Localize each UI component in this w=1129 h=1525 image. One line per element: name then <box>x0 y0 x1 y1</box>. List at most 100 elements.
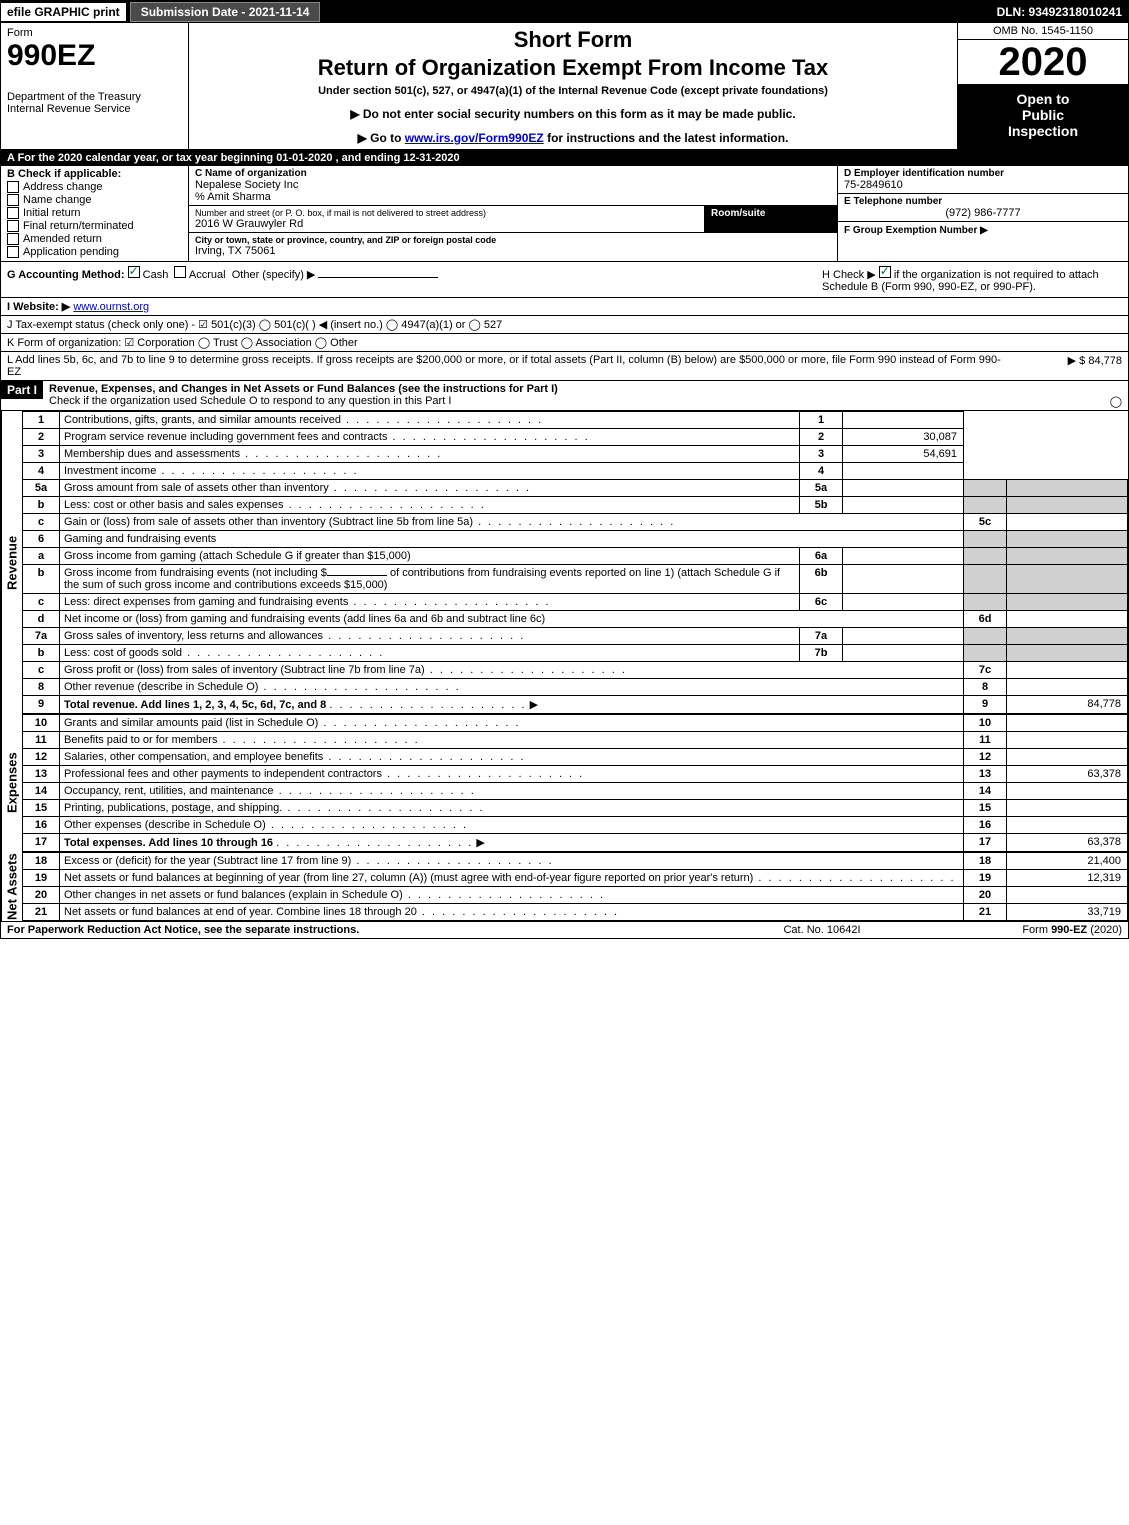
chk-address-change[interactable]: Address change <box>7 181 182 193</box>
subtitle: Under section 501(c), 527, or 4947(a)(1)… <box>197 85 949 97</box>
dept-treasury: Department of the Treasury <box>7 91 182 103</box>
line-rtnum: 13 <box>964 766 1007 783</box>
line-val <box>1007 817 1128 834</box>
checkbox-icon <box>7 220 19 232</box>
part-i-check-text: Check if the organization used Schedule … <box>49 395 451 407</box>
line-rtnum: 1 <box>800 412 843 429</box>
line-rtnum: 10 <box>964 715 1007 732</box>
chk-name-change[interactable]: Name change <box>7 194 182 206</box>
line-desc: Program service revenue including govern… <box>60 429 800 446</box>
section-b-title: B Check if applicable: <box>7 168 182 180</box>
line-num: 3 <box>23 446 60 463</box>
other-specify-input[interactable] <box>318 277 438 278</box>
line-val <box>1007 715 1128 732</box>
chk-initial-return[interactable]: Initial return <box>7 207 182 219</box>
table-row: 19Net assets or fund balances at beginni… <box>23 870 1128 887</box>
accrual-label: Accrual <box>189 269 226 281</box>
line-desc: Gross sales of inventory, less returns a… <box>60 628 800 645</box>
sub-val <box>843 645 964 662</box>
line-val: 30,087 <box>843 429 964 446</box>
submission-date-label: Submission Date - 2021-11-14 <box>130 2 321 22</box>
row-j-tax-exempt: J Tax-exempt status (check only one) - ☑… <box>1 316 1128 334</box>
table-row: 6Gaming and fundraising events <box>23 531 1128 548</box>
city-cell: City or town, state or province, country… <box>189 233 837 259</box>
org-name-cell: C Name of organization Nepalese Society … <box>189 166 837 206</box>
table-row: 14Occupancy, rent, utilities, and mainte… <box>23 783 1128 800</box>
shaded-cell <box>964 565 1007 594</box>
row-a-tax-year: A For the 2020 calendar year, or tax yea… <box>1 150 1128 166</box>
chk-label: Initial return <box>23 207 80 219</box>
line-num: b <box>23 565 60 594</box>
revenue-section: Revenue 1Contributions, gifts, grants, a… <box>1 411 1128 714</box>
checkbox-icon[interactable] <box>174 266 186 278</box>
line-desc-pre: Gross income from fundraising events (no… <box>64 567 327 579</box>
line-desc: Investment income <box>60 463 800 480</box>
line-num: 19 <box>23 870 60 887</box>
form-page: efile GRAPHIC print Submission Date - 20… <box>0 0 1129 939</box>
line-num: c <box>23 662 60 679</box>
table-row: cGross profit or (loss) from sales of in… <box>23 662 1128 679</box>
line-rtnum: 14 <box>964 783 1007 800</box>
line-num: 2 <box>23 429 60 446</box>
line-rtnum: 16 <box>964 817 1007 834</box>
table-row: 10Grants and similar amounts paid (list … <box>23 715 1128 732</box>
line-num: 21 <box>23 904 60 921</box>
line-desc: Gross income from gaming (attach Schedul… <box>60 548 800 565</box>
part-i-checkbox[interactable]: ◯ <box>1110 395 1122 408</box>
phone-label: E Telephone number <box>844 196 1122 207</box>
phone-value: (972) 986-7777 <box>844 207 1122 219</box>
ein-value: 75-2849610 <box>844 179 1122 191</box>
table-row: aGross income from gaming (attach Schedu… <box>23 548 1128 565</box>
line-desc-wrap: Total revenue. Add lines 1, 2, 3, 4, 5c,… <box>60 696 964 714</box>
table-row: 7aGross sales of inventory, less returns… <box>23 628 1128 645</box>
line-desc: Net assets or fund balances at end of ye… <box>60 904 964 921</box>
chk-application-pending[interactable]: Application pending <box>7 246 182 258</box>
line-num: c <box>23 594 60 611</box>
net-assets-section: Net Assets 18Excess or (deficit) for the… <box>1 852 1128 921</box>
line-num: 13 <box>23 766 60 783</box>
group-exemption-label: F Group Exemption Number ▶ <box>844 225 988 236</box>
line-val: 84,778 <box>1007 696 1128 714</box>
line-desc: Net assets or fund balances at beginning… <box>60 870 964 887</box>
line-num: 17 <box>23 834 60 852</box>
website-link[interactable]: www.ournst.org <box>73 301 149 313</box>
revenue-side-label: Revenue <box>1 411 22 714</box>
line-num: c <box>23 514 60 531</box>
table-row: 11Benefits paid to or for members11 <box>23 732 1128 749</box>
table-row: 17 Total expenses. Add lines 10 through 1… <box>23 834 1128 852</box>
line-desc: Total expenses. Add lines 10 through 16 <box>64 837 273 849</box>
checkbox-checked-icon[interactable] <box>879 266 891 278</box>
row-i-website: I Website: ▶ www.ournst.org <box>1 298 1128 316</box>
dots <box>276 837 473 849</box>
row-l-text: L Add lines 5b, 6c, and 7b to line 9 to … <box>7 354 1002 378</box>
line-desc-wrap: Gross amount from sale of assets other t… <box>60 480 800 497</box>
open-line3: Inspection <box>960 123 1126 139</box>
line-rtnum: 8 <box>964 679 1007 696</box>
line-val <box>843 412 964 429</box>
instruction-ssn: ▶ Do not enter social security numbers o… <box>197 107 949 121</box>
expenses-section: Expenses 10Grants and similar amounts pa… <box>1 714 1128 852</box>
street-value: 2016 W Grauwyler Rd <box>195 218 698 230</box>
irs-link[interactable]: www.irs.gov/Form990EZ <box>405 131 544 145</box>
dept-irs: Internal Revenue Service <box>7 103 182 115</box>
paperwork-notice: For Paperwork Reduction Act Notice, see … <box>7 924 722 936</box>
line-desc: Gain or (loss) from sale of assets other… <box>60 514 964 531</box>
line-num: b <box>23 497 60 514</box>
shaded-cell <box>964 645 1007 662</box>
table-row: bLess: cost of goods sold7b <box>23 645 1128 662</box>
contrib-amount-input[interactable] <box>327 575 387 576</box>
dln-label: DLN: 93492318010241 <box>997 5 1128 19</box>
efile-print-button[interactable]: efile GRAPHIC print <box>1 3 126 21</box>
line-desc: Printing, publications, postage, and shi… <box>60 800 964 817</box>
line-desc: Gross amount from sale of assets other t… <box>64 482 531 494</box>
line-rtnum: 18 <box>964 853 1007 870</box>
chk-final-return[interactable]: Final return/terminated <box>7 220 182 232</box>
checkbox-checked-icon[interactable] <box>128 266 140 278</box>
sub-val <box>843 594 964 611</box>
chk-amended-return[interactable]: Amended return <box>7 233 182 245</box>
table-row: 16Other expenses (describe in Schedule O… <box>23 817 1128 834</box>
line-val <box>1007 749 1128 766</box>
accounting-method: G Accounting Method: Cash Accrual Other … <box>7 266 822 293</box>
line-val: 21,400 <box>1007 853 1128 870</box>
shaded-cell <box>1007 497 1128 514</box>
